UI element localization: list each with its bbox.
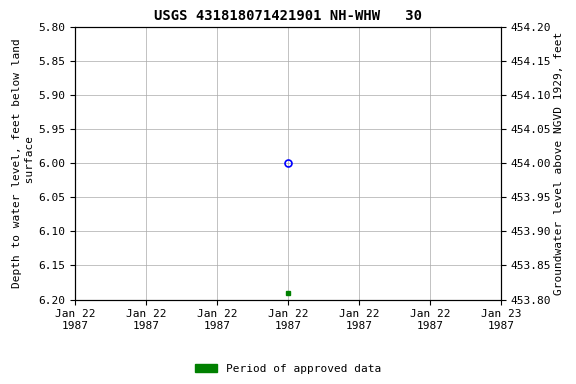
Legend: Period of approved data: Period of approved data (191, 359, 385, 379)
Y-axis label: Groundwater level above NGVD 1929, feet: Groundwater level above NGVD 1929, feet (554, 31, 564, 295)
Y-axis label: Depth to water level, feet below land
 surface: Depth to water level, feet below land su… (12, 38, 35, 288)
Title: USGS 431818071421901 NH-WHW   30: USGS 431818071421901 NH-WHW 30 (154, 9, 422, 23)
